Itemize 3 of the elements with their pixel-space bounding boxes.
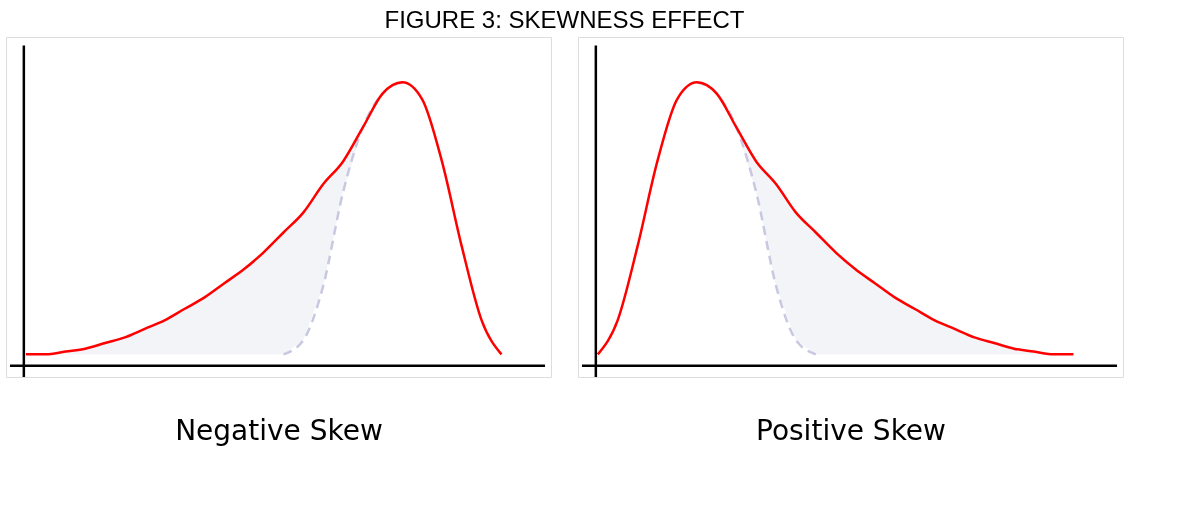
x-axis-title: Positive Skew	[756, 413, 946, 447]
x-axis-title: Negative Skew	[175, 413, 383, 447]
text: FIGURE 3: SKEWNESS EFFECT	[384, 5, 745, 33]
